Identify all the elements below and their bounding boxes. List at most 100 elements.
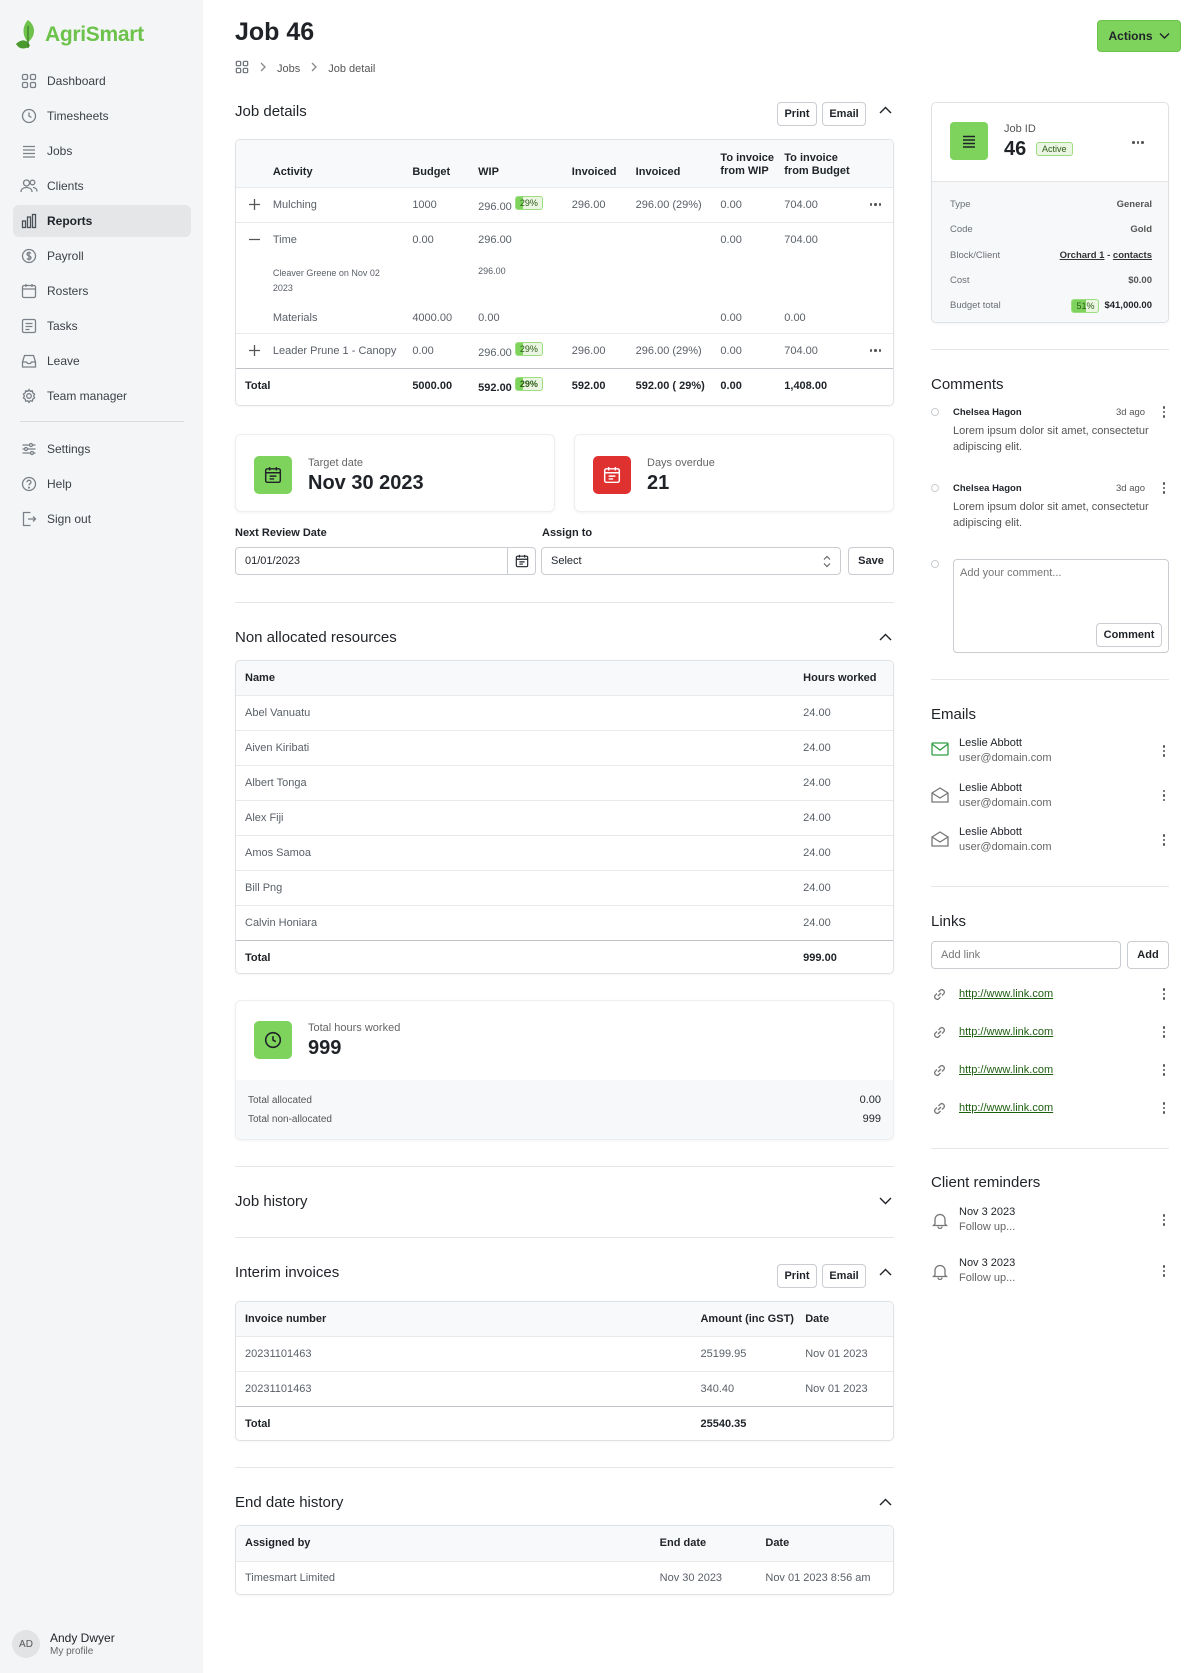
profile-link[interactable]: AD Andy Dwyer My profile [12, 1630, 115, 1658]
reminder-item[interactable]: Nov 3 2023 Follow up... [931, 1206, 1169, 1257]
collapse-non-allocated-icon[interactable] [878, 630, 892, 644]
invoice-number: 20231101463 [236, 1370, 701, 1406]
table-total-row: Total 999.00 [236, 939, 893, 973]
chevron-right-icon [310, 62, 318, 75]
job-history-title[interactable]: Job history [235, 1193, 308, 1210]
budget-cell: 0.00 [412, 221, 479, 257]
resource-hours: 24.00 [803, 729, 893, 765]
bell-icon [931, 1212, 949, 1232]
column-header: Date [805, 1302, 893, 1336]
home-icon[interactable] [235, 60, 249, 77]
more-vertical-icon[interactable] [1159, 834, 1169, 846]
assign-to-select[interactable]: Select [541, 547, 841, 575]
sidebar-item-timesheets[interactable]: Timesheets [13, 100, 191, 132]
email-item[interactable]: Leslie Abbott user@domain.com [931, 737, 1169, 782]
actions-button[interactable]: Actions [1097, 20, 1181, 52]
job-field-row: Block/Client Orchard 1 - contacts [950, 249, 1152, 261]
email-item[interactable]: Leslie Abbott user@domain.com [931, 826, 1169, 871]
invoice-amount: 25199.95 [700, 1335, 806, 1371]
sidebar-item-help[interactable]: Help [13, 468, 191, 500]
comment-author: Chelsea Hagon [953, 483, 1022, 494]
more-vertical-icon[interactable] [1159, 1064, 1169, 1076]
list-icon [20, 142, 38, 160]
job-details-email-button[interactable]: Email [822, 102, 866, 126]
more-vertical-icon[interactable] [1159, 789, 1169, 801]
job-details-print-button[interactable]: Print [777, 102, 817, 126]
total-hours-value: 999 [308, 1037, 342, 1059]
link-url[interactable]: http://www.link.com [959, 1102, 1054, 1114]
link-url[interactable]: http://www.link.com [959, 1064, 1054, 1076]
sidebar-nav: Dashboard Timesheets Jobs Clients Report… [13, 65, 191, 538]
collapse-end-date-history-icon[interactable] [878, 1495, 892, 1509]
interim-email-button[interactable]: Email [822, 1264, 866, 1288]
more-vertical-icon[interactable] [1159, 406, 1169, 418]
table-row: Leader Prune 1 - Canopy 0.00 296.00 29% 296.… [236, 332, 893, 368]
more-vertical-icon[interactable] [1159, 1026, 1169, 1038]
date-picker-icon[interactable] [507, 548, 535, 574]
invoiced-pct-cell [636, 257, 721, 304]
resource-name: Alex Fiji [236, 799, 804, 835]
reminder-item[interactable]: Nov 3 2023 Follow up... [931, 1257, 1169, 1308]
comment-textarea[interactable]: Add your comment... Comment [953, 559, 1169, 653]
block-link[interactable]: Orchard 1 [1059, 249, 1105, 261]
invoiced-pct-cell: 296.00 (29%) [635, 186, 721, 222]
sidebar-item-team-manager[interactable]: Team manager [13, 380, 191, 412]
expand-job-history-icon[interactable] [878, 1194, 892, 1208]
contacts-link[interactable]: contacts [1112, 249, 1152, 261]
sidebar-item-sign-out[interactable]: Sign out [13, 503, 191, 535]
sidebar-item-rosters[interactable]: Rosters [13, 275, 191, 307]
more-vertical-icon[interactable] [1159, 482, 1169, 494]
sidebar-item-tasks[interactable]: Tasks [13, 310, 191, 342]
total-hours-label: Total hours worked [308, 1022, 401, 1034]
chevron-right-icon [259, 62, 267, 75]
collapse-job-details-icon[interactable] [878, 103, 892, 117]
sidebar-item-jobs[interactable]: Jobs [13, 135, 191, 167]
resource-hours: 24.00 [803, 764, 893, 800]
link-url[interactable]: http://www.link.com [959, 988, 1054, 1000]
collapse-icon[interactable] [236, 234, 273, 245]
sidebar-item-reports[interactable]: Reports [13, 205, 191, 237]
sidebar-item-clients[interactable]: Clients [13, 170, 191, 202]
table-total-row: Total 5000.00 592.00 29% 592.00 592.00 ( 29%)… [236, 367, 893, 403]
target-date-card: Target date Nov 30 2023 [235, 434, 555, 512]
sidebar-item-leave[interactable]: Leave [13, 345, 191, 377]
save-button[interactable]: Save [848, 547, 894, 575]
row-menu-icon[interactable] [858, 203, 893, 206]
more-vertical-icon[interactable] [1159, 1265, 1169, 1277]
sidebar-item-payroll[interactable]: Payroll [13, 240, 191, 272]
brand-logo[interactable]: AgriSmart [14, 18, 144, 52]
table-row: 20231101463 340.40 Nov 01 2023 [236, 1370, 893, 1406]
breadcrumb-jobs[interactable]: Jobs [277, 62, 301, 75]
link-item: http://www.link.com [931, 1023, 1169, 1061]
comment-button[interactable]: Comment [1096, 623, 1162, 647]
row-menu-icon[interactable] [858, 349, 893, 352]
column-header: End date [659, 1526, 766, 1561]
link-icon [931, 1100, 948, 1120]
add-link-input[interactable]: Add link [931, 941, 1121, 969]
profile-subtitle: My profile [50, 1646, 94, 1657]
more-vertical-icon[interactable] [1159, 1214, 1169, 1226]
link-url[interactable]: http://www.link.com [959, 1026, 1054, 1038]
more-vertical-icon[interactable] [1159, 745, 1169, 757]
sidebar-item-settings[interactable]: Settings [13, 433, 191, 465]
more-vertical-icon[interactable] [1159, 988, 1169, 1000]
collapse-interim-icon[interactable] [878, 1265, 892, 1279]
expand-icon[interactable] [236, 345, 273, 356]
breadcrumb-job-detail: Job detail [328, 62, 376, 75]
resource-name: Amos Samoa [236, 834, 804, 870]
budget-cell: 4000.00 [412, 312, 453, 325]
invoice-number: 20231101463 [236, 1335, 701, 1371]
link-item: http://www.link.com [931, 1061, 1169, 1099]
interim-print-button[interactable]: Print [777, 1264, 817, 1288]
more-vertical-icon[interactable] [1159, 1102, 1169, 1114]
next-review-date-input[interactable]: 01/01/2023 [235, 547, 536, 575]
job-field-label: Type [950, 199, 971, 211]
resource-name: Abel Vanuatu [236, 694, 804, 730]
sidebar-item-dashboard[interactable]: Dashboard [13, 65, 191, 97]
days-overdue-label: Days overdue [647, 457, 715, 469]
more-horizontal-icon[interactable] [1132, 141, 1144, 144]
email-item[interactable]: Leslie Abbott user@domain.com [931, 782, 1169, 827]
job-field-label: Cost [950, 275, 970, 287]
expand-icon[interactable] [236, 199, 273, 210]
add-link-button[interactable]: Add [1127, 941, 1169, 969]
